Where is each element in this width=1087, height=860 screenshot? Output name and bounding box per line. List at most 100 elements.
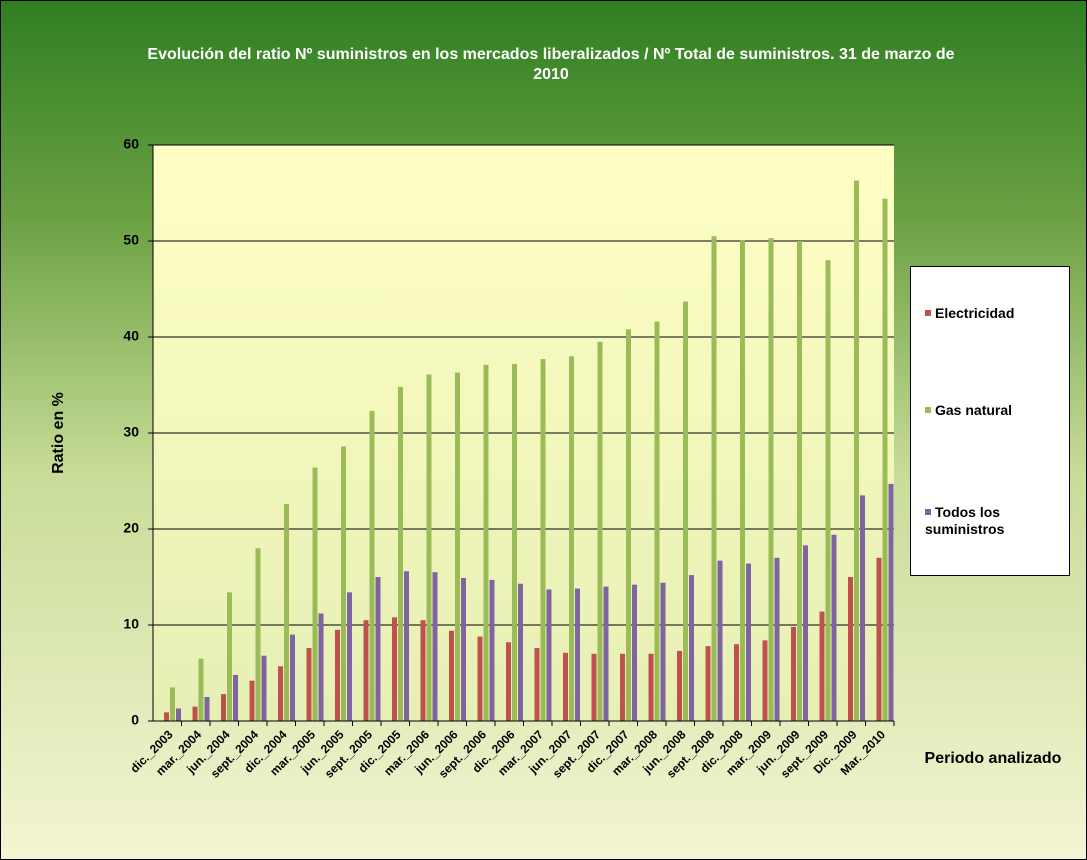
bar	[198, 658, 204, 721]
bar	[512, 363, 517, 721]
bar	[597, 341, 603, 721]
bar	[654, 321, 660, 721]
bar	[398, 386, 403, 721]
bar	[660, 582, 666, 721]
legend-label: Electricidad	[935, 305, 1015, 321]
y-tick-label: 10	[123, 616, 139, 632]
bar	[290, 634, 295, 721]
bar	[534, 648, 540, 721]
bar	[227, 592, 232, 721]
bar	[546, 589, 552, 721]
bar	[506, 642, 511, 721]
y-tick-label: 20	[123, 520, 139, 536]
bar	[620, 653, 625, 721]
legend-item: Gas natural	[925, 402, 1065, 419]
bar	[762, 640, 768, 721]
bar	[284, 504, 289, 721]
bar	[404, 571, 409, 721]
bar	[278, 666, 283, 721]
bar	[176, 708, 181, 721]
chart-title: Evolución del ratio Nº suministros en lo…	[147, 46, 955, 83]
bar	[740, 240, 745, 722]
bar	[426, 374, 432, 721]
bar	[591, 653, 597, 721]
bar	[746, 563, 751, 721]
bar	[603, 586, 609, 721]
bar	[489, 579, 495, 721]
bar	[347, 592, 352, 721]
bar	[192, 706, 198, 721]
y-tick-label: 60	[123, 136, 139, 152]
bar	[483, 364, 489, 721]
legend-swatch	[925, 310, 931, 316]
bar	[392, 617, 397, 721]
legend-item: Electricidad	[925, 305, 1065, 322]
bar	[825, 260, 831, 721]
bar	[170, 687, 175, 721]
bar	[854, 180, 859, 721]
bar	[221, 694, 226, 721]
bar	[717, 560, 723, 721]
bar	[689, 575, 694, 721]
y-tick-label: 30	[123, 424, 139, 440]
bar	[683, 301, 688, 721]
bar	[335, 629, 340, 721]
bar	[563, 652, 568, 721]
bar	[797, 241, 802, 721]
bar	[461, 577, 466, 721]
bar	[341, 446, 346, 721]
bar	[477, 636, 483, 721]
bar	[306, 648, 312, 721]
bar	[734, 644, 739, 721]
bar	[249, 680, 255, 721]
bar	[518, 583, 523, 721]
y-tick-label: 40	[123, 328, 139, 344]
legend-item: Todos los suministros	[925, 504, 1065, 538]
bar	[455, 372, 460, 721]
bar	[831, 534, 837, 721]
y-tick-label: 50	[123, 232, 139, 248]
bar	[791, 626, 796, 721]
bar	[575, 588, 580, 721]
bar	[705, 646, 711, 721]
bar	[363, 620, 369, 721]
bar	[803, 545, 808, 721]
legend-swatch	[925, 509, 931, 515]
y-tick-label: 0	[131, 712, 139, 728]
x-axis-title: Periodo analizado	[925, 750, 1062, 767]
bar	[860, 495, 865, 721]
bar	[420, 620, 426, 721]
bar	[540, 359, 546, 721]
bar	[888, 483, 894, 721]
bar	[768, 238, 774, 721]
bar	[819, 611, 825, 721]
bar	[677, 650, 682, 721]
y-axis-title: Ratio en %	[50, 392, 67, 474]
legend-label: Todos los suministros	[925, 504, 1005, 537]
bar	[432, 572, 438, 721]
bar	[375, 577, 381, 721]
bar	[449, 630, 454, 721]
bar	[312, 467, 318, 721]
bar	[626, 329, 631, 721]
legend-swatch	[925, 407, 931, 413]
bar	[648, 653, 654, 721]
bar	[848, 577, 853, 721]
bar	[876, 557, 882, 721]
bar	[632, 584, 637, 721]
bar	[318, 613, 324, 721]
bar	[882, 198, 888, 721]
legend: Electricidad Gas natural Todos los suminis…	[910, 266, 1070, 576]
bar	[261, 655, 267, 721]
legend-label: Gas natural	[935, 402, 1013, 418]
bar	[204, 697, 210, 721]
bar	[569, 356, 574, 721]
bar	[774, 557, 780, 721]
bar	[369, 410, 375, 721]
bar	[164, 712, 169, 721]
bar	[255, 548, 261, 721]
bar	[233, 674, 238, 721]
bar	[711, 236, 717, 721]
